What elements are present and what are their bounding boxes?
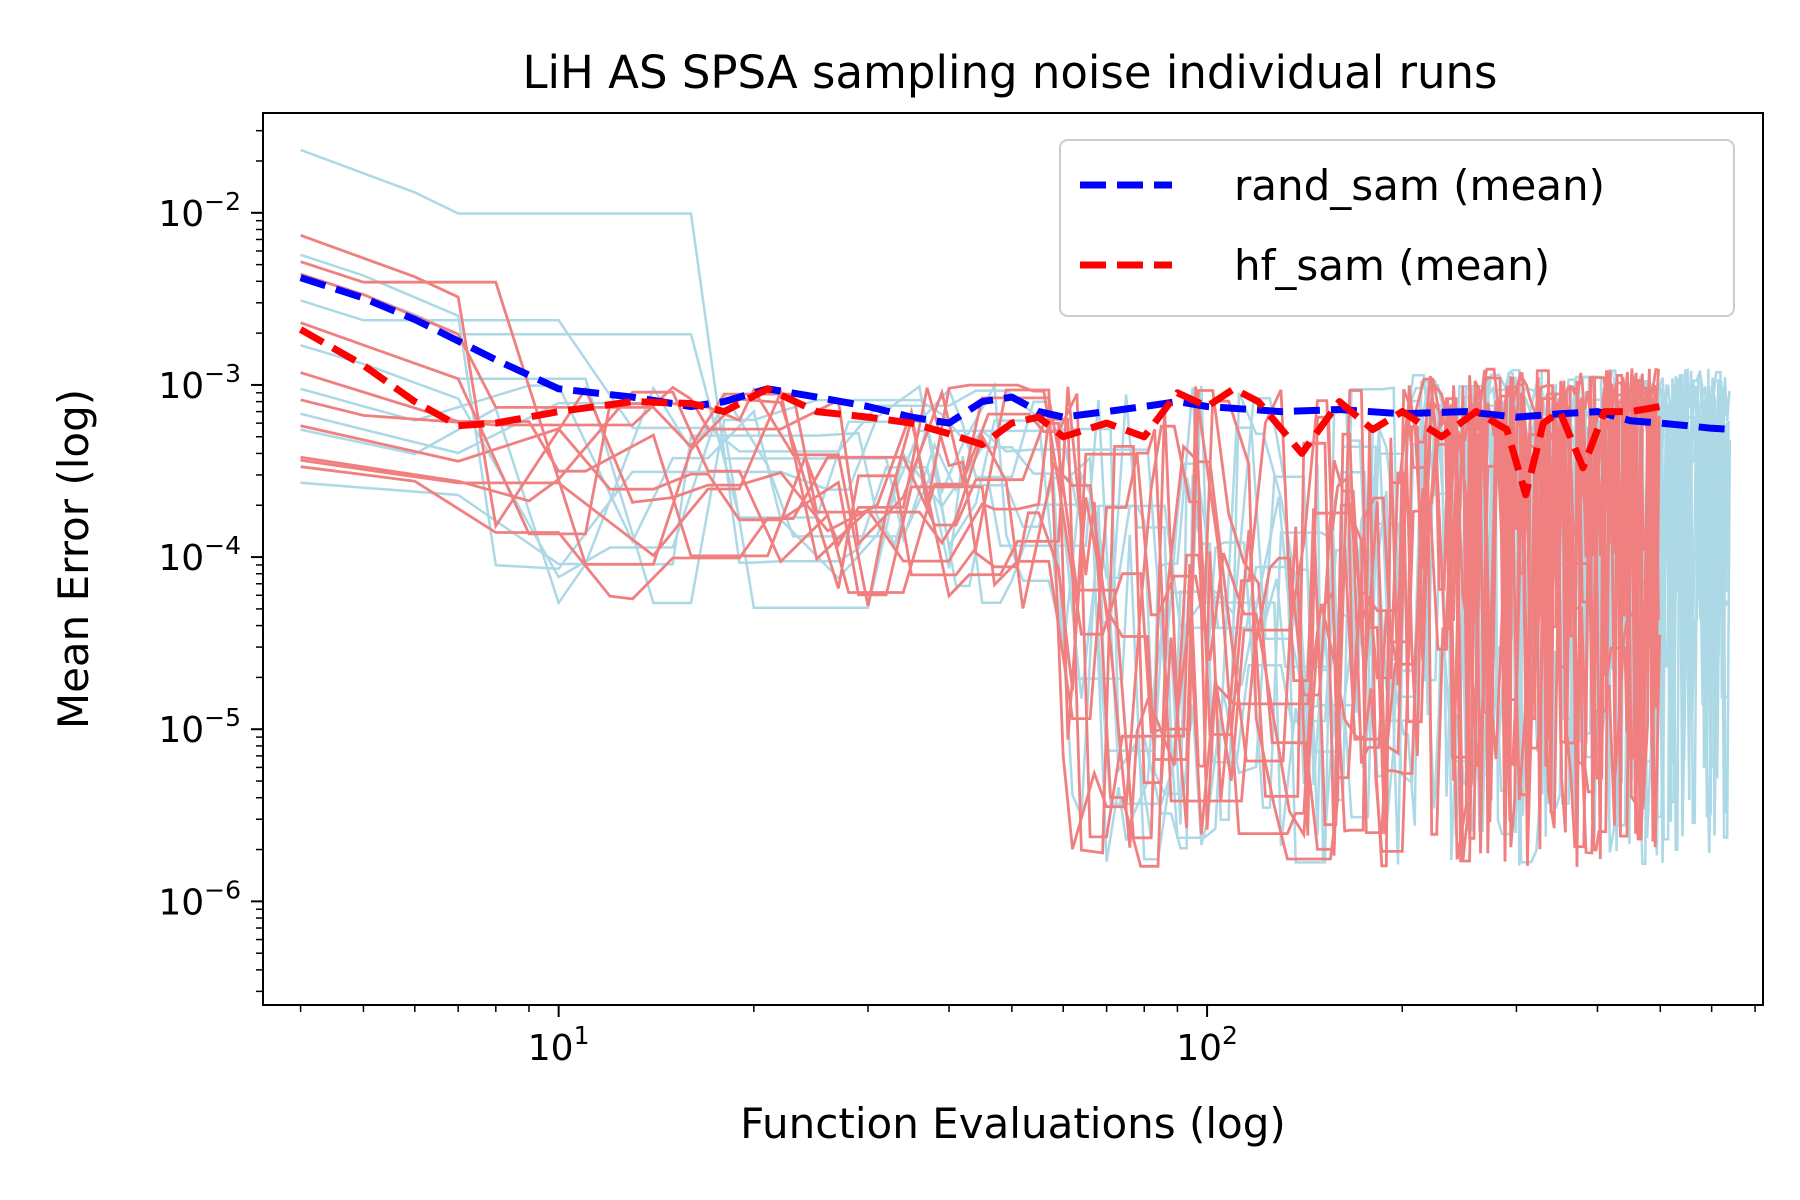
y-tick-label: 10−4 <box>158 531 241 579</box>
legend-frame <box>1059 139 1735 317</box>
rand-run-line <box>300 321 1731 845</box>
legend: rand_sam (mean) hf_sam (mean) <box>1059 139 1735 317</box>
axis-ticks <box>251 129 1756 1017</box>
y-tick-label: 10−3 <box>158 359 241 407</box>
x-tick-label: 101 <box>528 1021 590 1069</box>
hf-mean-line <box>298 326 1661 499</box>
x-tick-label: 102 <box>1176 1021 1238 1069</box>
chart-title: LiH AS SPSA sampling noise individual ru… <box>522 46 1497 99</box>
axis-tick-labels: 101 102 10−2 10−3 10−4 10−5 10−6 <box>158 187 1238 1069</box>
y-tick-label: 10−5 <box>158 703 241 751</box>
y-axis-title: Mean Error (log) <box>49 389 98 729</box>
hf-run-line <box>300 376 1659 867</box>
legend-label-hf: hf_sam (mean) <box>1234 241 1550 290</box>
hf-run-line <box>300 368 1659 862</box>
x-axis-title: Function Evaluations (log) <box>740 1099 1286 1148</box>
mean-lines-group <box>298 274 1735 499</box>
y-tick-label: 10−6 <box>158 875 241 923</box>
legend-label-rand: rand_sam (mean) <box>1234 161 1605 210</box>
hf-run-line <box>300 321 1660 868</box>
hf-run-line <box>300 371 1658 853</box>
rand-mean-line <box>299 274 1735 434</box>
plot-frame <box>262 112 1764 1006</box>
y-tick-label: 10−2 <box>158 187 241 235</box>
hf-run-line <box>300 370 1662 855</box>
